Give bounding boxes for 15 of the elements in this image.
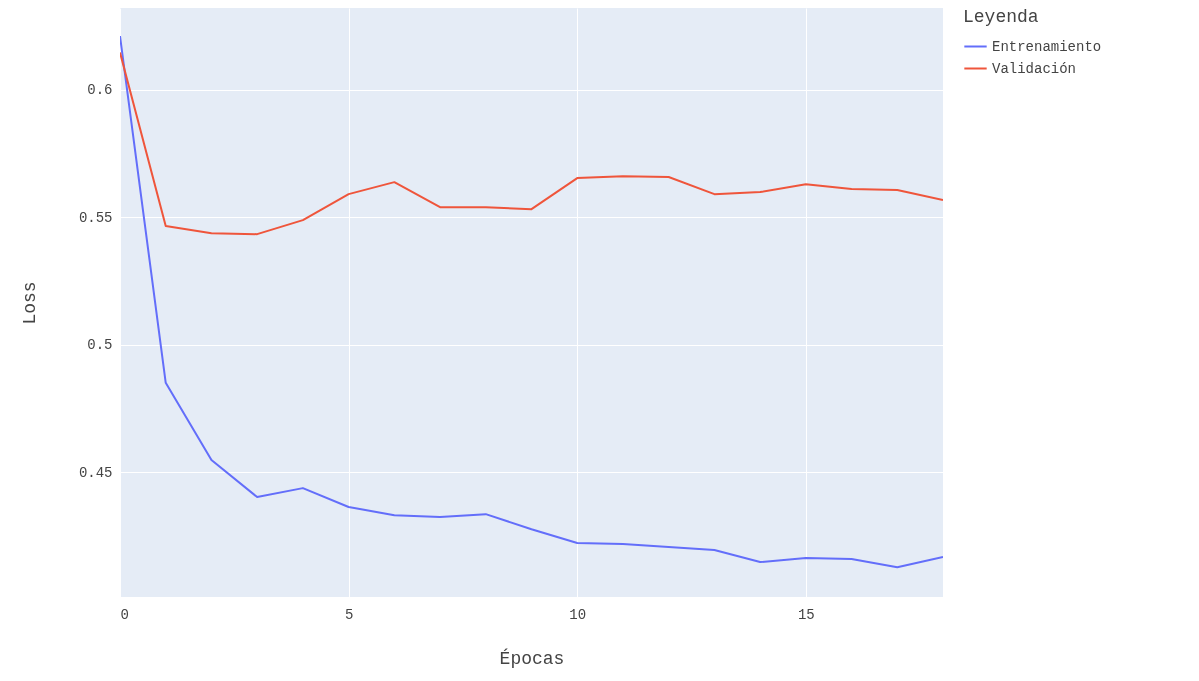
line-series: [120, 51, 943, 236]
x-tick-label: 0: [120, 606, 129, 623]
legend-title: Leyenda: [963, 7, 1039, 27]
y-tick-label: 0.55: [78, 209, 113, 226]
y-tick-label: 0.5: [87, 337, 113, 354]
y-tick-label: 0.45: [78, 464, 113, 481]
line-series: [120, 35, 943, 569]
legend-label: Entrenamiento: [992, 38, 1102, 55]
x-axis-title: Épocas: [499, 647, 565, 669]
legend-label: Validación: [992, 60, 1077, 77]
x-tick-label: 5: [344, 606, 354, 623]
y-axis-title: Loss: [19, 281, 40, 325]
x-tick-label: 10: [569, 606, 587, 623]
y-tick-label: 0.6: [87, 82, 113, 99]
x-tick-label: 15: [797, 606, 815, 623]
